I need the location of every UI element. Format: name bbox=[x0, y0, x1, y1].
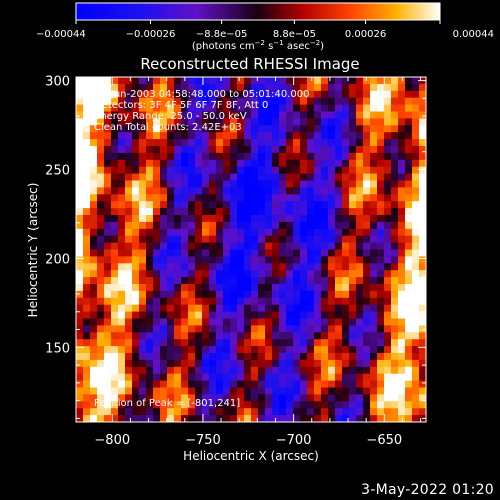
y-tick-label: 200 bbox=[45, 252, 70, 267]
annotation-time-range: 30-Jun-2003 04:58:48.000 to 05:01:40.000 bbox=[94, 89, 310, 100]
x-axis-label: Heliocentric X (arcsec) bbox=[183, 449, 319, 463]
plot-frame bbox=[75, 76, 427, 423]
chart-title: Reconstructed RHESSI Image bbox=[140, 55, 359, 73]
colorbar-tick-label: 0.00026 bbox=[345, 29, 386, 40]
annotation-peak-position: Position of Peak = [-801,241] bbox=[94, 398, 240, 409]
x-tick-label: −800 bbox=[94, 433, 130, 448]
annotation-total-counts: Clean Total counts: 2.42E+03 bbox=[94, 122, 242, 133]
x-tick-label: −750 bbox=[185, 433, 221, 448]
footer-date: 3-May-2022 01:20 bbox=[361, 482, 494, 498]
colorbar-units: (photons cm−2 s−1 asec−2) bbox=[192, 39, 324, 52]
colorbar: −0.00044 −0.00026 −8.8e−05 8.8e−05 0.00026 0.… bbox=[36, 2, 494, 52]
colorbar-tick-label: −0.00044 bbox=[36, 29, 86, 40]
y-tick-label: 150 bbox=[45, 341, 70, 356]
y-tick-label: 250 bbox=[45, 163, 70, 178]
annotation-detectors: Detectors: 3F 4F 5F 6F 7F 8F, Att 0 bbox=[94, 100, 268, 111]
y-axis-label: Heliocentric Y (arcsec) bbox=[26, 183, 40, 318]
colorbar-tick-label: 8.8e−05 bbox=[273, 29, 316, 40]
colorbar-gradient bbox=[75, 2, 441, 21]
annotation-energy-range: Energy Range: 25.0 - 50.0 keV bbox=[94, 111, 247, 122]
colorbar-ticks: −0.00044 −0.00026 −8.8e−05 8.8e−05 0.00026 0.… bbox=[36, 20, 494, 40]
y-tick-label: 300 bbox=[45, 75, 70, 90]
colorbar-tick-label: −0.00026 bbox=[126, 29, 176, 40]
y-axis: 150 200 250 300 bbox=[45, 75, 426, 419]
x-tick-label: −650 bbox=[366, 433, 402, 448]
colorbar-tick-label: −8.8e−05 bbox=[196, 29, 248, 40]
annotations: 30-Jun-2003 04:58:48.000 to 05:01:40.000… bbox=[94, 89, 310, 409]
colorbar-tick-label: 0.00044 bbox=[453, 29, 494, 40]
x-axis: −800 −750 −700 −650 bbox=[94, 77, 422, 448]
x-tick-label: −700 bbox=[276, 433, 312, 448]
